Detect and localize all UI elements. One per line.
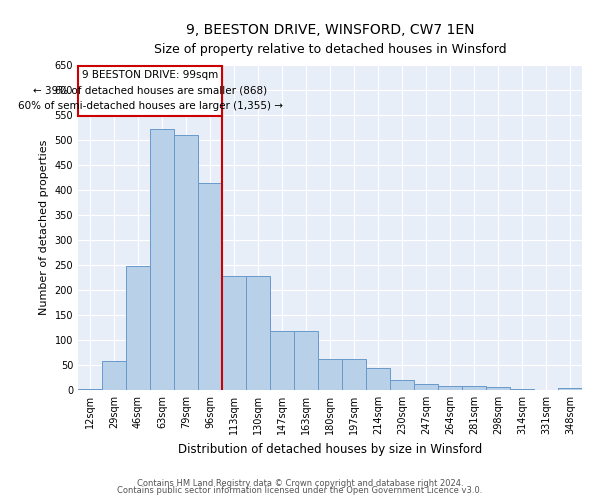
Text: ← 39% of detached houses are smaller (868): ← 39% of detached houses are smaller (86…: [33, 86, 267, 96]
X-axis label: Distribution of detached houses by size in Winsford: Distribution of detached houses by size …: [178, 442, 482, 456]
Bar: [558, 388, 582, 390]
Bar: [126, 266, 150, 390]
Bar: [222, 276, 246, 390]
Bar: [246, 276, 270, 390]
Bar: [294, 331, 318, 390]
Text: Contains HM Land Registry data © Crown copyright and database right 2024.: Contains HM Land Registry data © Crown c…: [137, 478, 463, 488]
Bar: [270, 331, 294, 390]
Bar: [510, 389, 534, 390]
Bar: [486, 386, 510, 390]
FancyBboxPatch shape: [78, 66, 222, 116]
Text: Size of property relative to detached houses in Winsford: Size of property relative to detached ho…: [154, 42, 506, 56]
Bar: [390, 380, 414, 390]
Bar: [462, 386, 486, 390]
Bar: [318, 359, 342, 390]
Text: 60% of semi-detached houses are larger (1,355) →: 60% of semi-detached houses are larger (…: [17, 101, 283, 111]
Text: 9 BEESTON DRIVE: 99sqm: 9 BEESTON DRIVE: 99sqm: [82, 70, 218, 80]
Bar: [198, 182, 222, 390]
Bar: [366, 368, 390, 390]
Bar: [102, 361, 126, 390]
Bar: [342, 359, 366, 390]
Bar: [78, 388, 102, 390]
Text: Contains public sector information licensed under the Open Government Licence v3: Contains public sector information licen…: [118, 486, 482, 495]
Bar: [414, 384, 438, 390]
Y-axis label: Number of detached properties: Number of detached properties: [39, 140, 49, 315]
Text: 9, BEESTON DRIVE, WINSFORD, CW7 1EN: 9, BEESTON DRIVE, WINSFORD, CW7 1EN: [186, 22, 474, 36]
Bar: [438, 386, 462, 390]
Bar: [150, 129, 174, 390]
Bar: [174, 135, 198, 390]
